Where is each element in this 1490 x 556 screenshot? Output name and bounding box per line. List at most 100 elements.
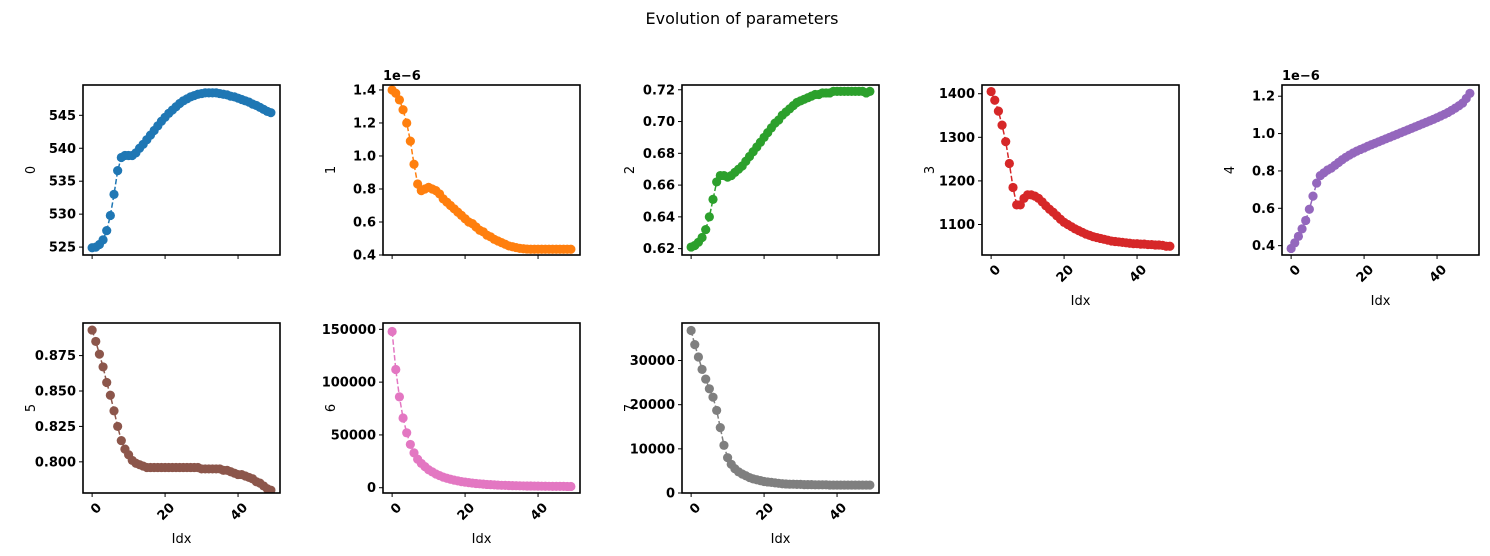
y-tick-label: 50000 bbox=[331, 428, 376, 443]
data-point bbox=[865, 480, 875, 490]
y-tick-label: 1400 bbox=[939, 87, 975, 102]
y-tick-label: 0.64 bbox=[643, 210, 675, 225]
data-point bbox=[865, 86, 875, 96]
subplot-grid: 52553053554054500.40.60.81.01.21.411e−60… bbox=[24, 69, 1480, 547]
data-point bbox=[1004, 158, 1014, 169]
y-tick-label: 0.8 bbox=[353, 182, 376, 197]
y-tick-label: 1.0 bbox=[353, 149, 376, 164]
x-tick-label: 20 bbox=[754, 500, 777, 523]
x-axis-label: Idx bbox=[1071, 294, 1091, 309]
data-point bbox=[402, 428, 412, 438]
data-point bbox=[1308, 191, 1318, 201]
y-tick-label: 150000 bbox=[322, 323, 376, 338]
y-tick-label: 0.850 bbox=[35, 385, 76, 400]
subplot-6: 0 50000 100000 150000 0 20 40 6 Idx bbox=[322, 322, 581, 547]
data-point bbox=[398, 105, 408, 115]
x-tick-label: 40 bbox=[528, 500, 551, 523]
y-axis-label: 3 bbox=[923, 166, 938, 174]
series-1 bbox=[387, 85, 576, 254]
y-tick-label: 0.66 bbox=[643, 179, 675, 194]
data-point bbox=[113, 166, 123, 176]
data-point bbox=[690, 340, 700, 350]
y-tick-label: 0.875 bbox=[35, 349, 76, 364]
data-point bbox=[109, 189, 119, 199]
data-point bbox=[98, 362, 108, 372]
data-point bbox=[1304, 204, 1314, 214]
y-tick-label: 20000 bbox=[630, 398, 675, 413]
data-point bbox=[1297, 224, 1307, 234]
x-tick-label: 40 bbox=[827, 500, 850, 523]
y-tick-label: 1.4 bbox=[353, 83, 376, 98]
subplot-5: 0.800 0.825 0.850 0.875 0 20 40 5 Idx bbox=[24, 322, 281, 547]
data-point bbox=[701, 224, 711, 235]
y-tick-label: 0.8 bbox=[1252, 164, 1275, 179]
data-point bbox=[1165, 241, 1175, 251]
y-axis-label: 5 bbox=[24, 404, 39, 412]
series-2 bbox=[686, 86, 875, 252]
figure-title: Evolution of parameters bbox=[646, 9, 839, 28]
y-tick-label: 100000 bbox=[322, 376, 376, 391]
data-point bbox=[697, 364, 707, 374]
x-tick-label: 20 bbox=[1054, 262, 1077, 285]
axis-offset-label: 1e−6 bbox=[383, 69, 421, 84]
y-tick-label: 0 bbox=[367, 481, 376, 496]
y-tick-label: 530 bbox=[49, 208, 76, 223]
data-point bbox=[402, 118, 412, 128]
subplot-1: 0.4 0.6 0.8 1.0 1.2 1.4 1 1e−6 bbox=[324, 69, 581, 264]
y-tick-label: 540 bbox=[49, 142, 76, 157]
data-point bbox=[1301, 215, 1311, 226]
y-tick-label: 1300 bbox=[939, 131, 975, 146]
y-tick-label: 525 bbox=[49, 241, 76, 256]
y-tick-label: 0.70 bbox=[643, 115, 675, 130]
y-tick-label: 0.825 bbox=[35, 420, 76, 435]
y-tick-label: 0.6 bbox=[1252, 202, 1275, 217]
data-point bbox=[715, 423, 725, 433]
data-point bbox=[1465, 88, 1475, 99]
subplot-3: 1100 1200 1300 1400 0 20 40 3 Idx bbox=[923, 84, 1180, 309]
data-point bbox=[113, 421, 123, 432]
data-point bbox=[405, 136, 415, 146]
data-point bbox=[1293, 231, 1304, 241]
y-tick-label: 0.4 bbox=[1252, 239, 1275, 254]
y-tick-label: 0 bbox=[666, 487, 675, 502]
series-line bbox=[990, 91, 1170, 248]
data-point bbox=[105, 210, 115, 221]
x-tick-label: 0 bbox=[388, 500, 405, 517]
data-point bbox=[693, 352, 704, 362]
x-axis-label: Idx bbox=[1371, 294, 1391, 309]
subplot-0: 525 530 535 540 545 0 bbox=[24, 84, 281, 259]
axes-frame bbox=[382, 322, 581, 494]
data-point bbox=[697, 232, 707, 243]
y-tick-label: 10000 bbox=[630, 442, 675, 457]
data-point bbox=[704, 384, 714, 394]
y-tick-label: 0.62 bbox=[643, 242, 675, 257]
y-tick-label: 1.2 bbox=[1252, 90, 1275, 105]
y-axis-label: 0 bbox=[24, 166, 39, 174]
x-tick-label: 0 bbox=[1287, 262, 1304, 279]
data-point bbox=[993, 106, 1004, 116]
data-point bbox=[98, 235, 108, 245]
x-tick-label: 40 bbox=[228, 500, 251, 523]
x-axis-label: Idx bbox=[771, 532, 791, 547]
series-7 bbox=[686, 325, 875, 490]
y-tick-label: 0.72 bbox=[643, 83, 675, 98]
series-line bbox=[391, 89, 571, 250]
x-axis-label: Idx bbox=[472, 532, 492, 547]
y-axis-label: 7 bbox=[623, 404, 638, 412]
x-tick-label: 0 bbox=[987, 262, 1004, 279]
data-point bbox=[87, 325, 97, 335]
data-point bbox=[266, 108, 276, 118]
series-3 bbox=[986, 86, 1175, 251]
data-point bbox=[986, 86, 996, 97]
y-tick-label: 0.68 bbox=[643, 147, 675, 162]
y-tick-label: 1.2 bbox=[353, 116, 376, 131]
data-point bbox=[704, 212, 714, 222]
x-tick-label: 40 bbox=[1127, 262, 1150, 285]
subplot-4: 0.4 0.6 0.8 1.0 1.2 0 20 40 4 Idx 1e−6 bbox=[1223, 69, 1480, 309]
x-tick-label: 20 bbox=[455, 500, 478, 523]
series-5 bbox=[87, 325, 276, 493]
y-tick-label: 1.0 bbox=[1252, 127, 1275, 142]
y-axis-label: 2 bbox=[623, 166, 638, 174]
y-tick-label: 1200 bbox=[939, 174, 975, 189]
y-axis-label: 6 bbox=[324, 404, 339, 412]
